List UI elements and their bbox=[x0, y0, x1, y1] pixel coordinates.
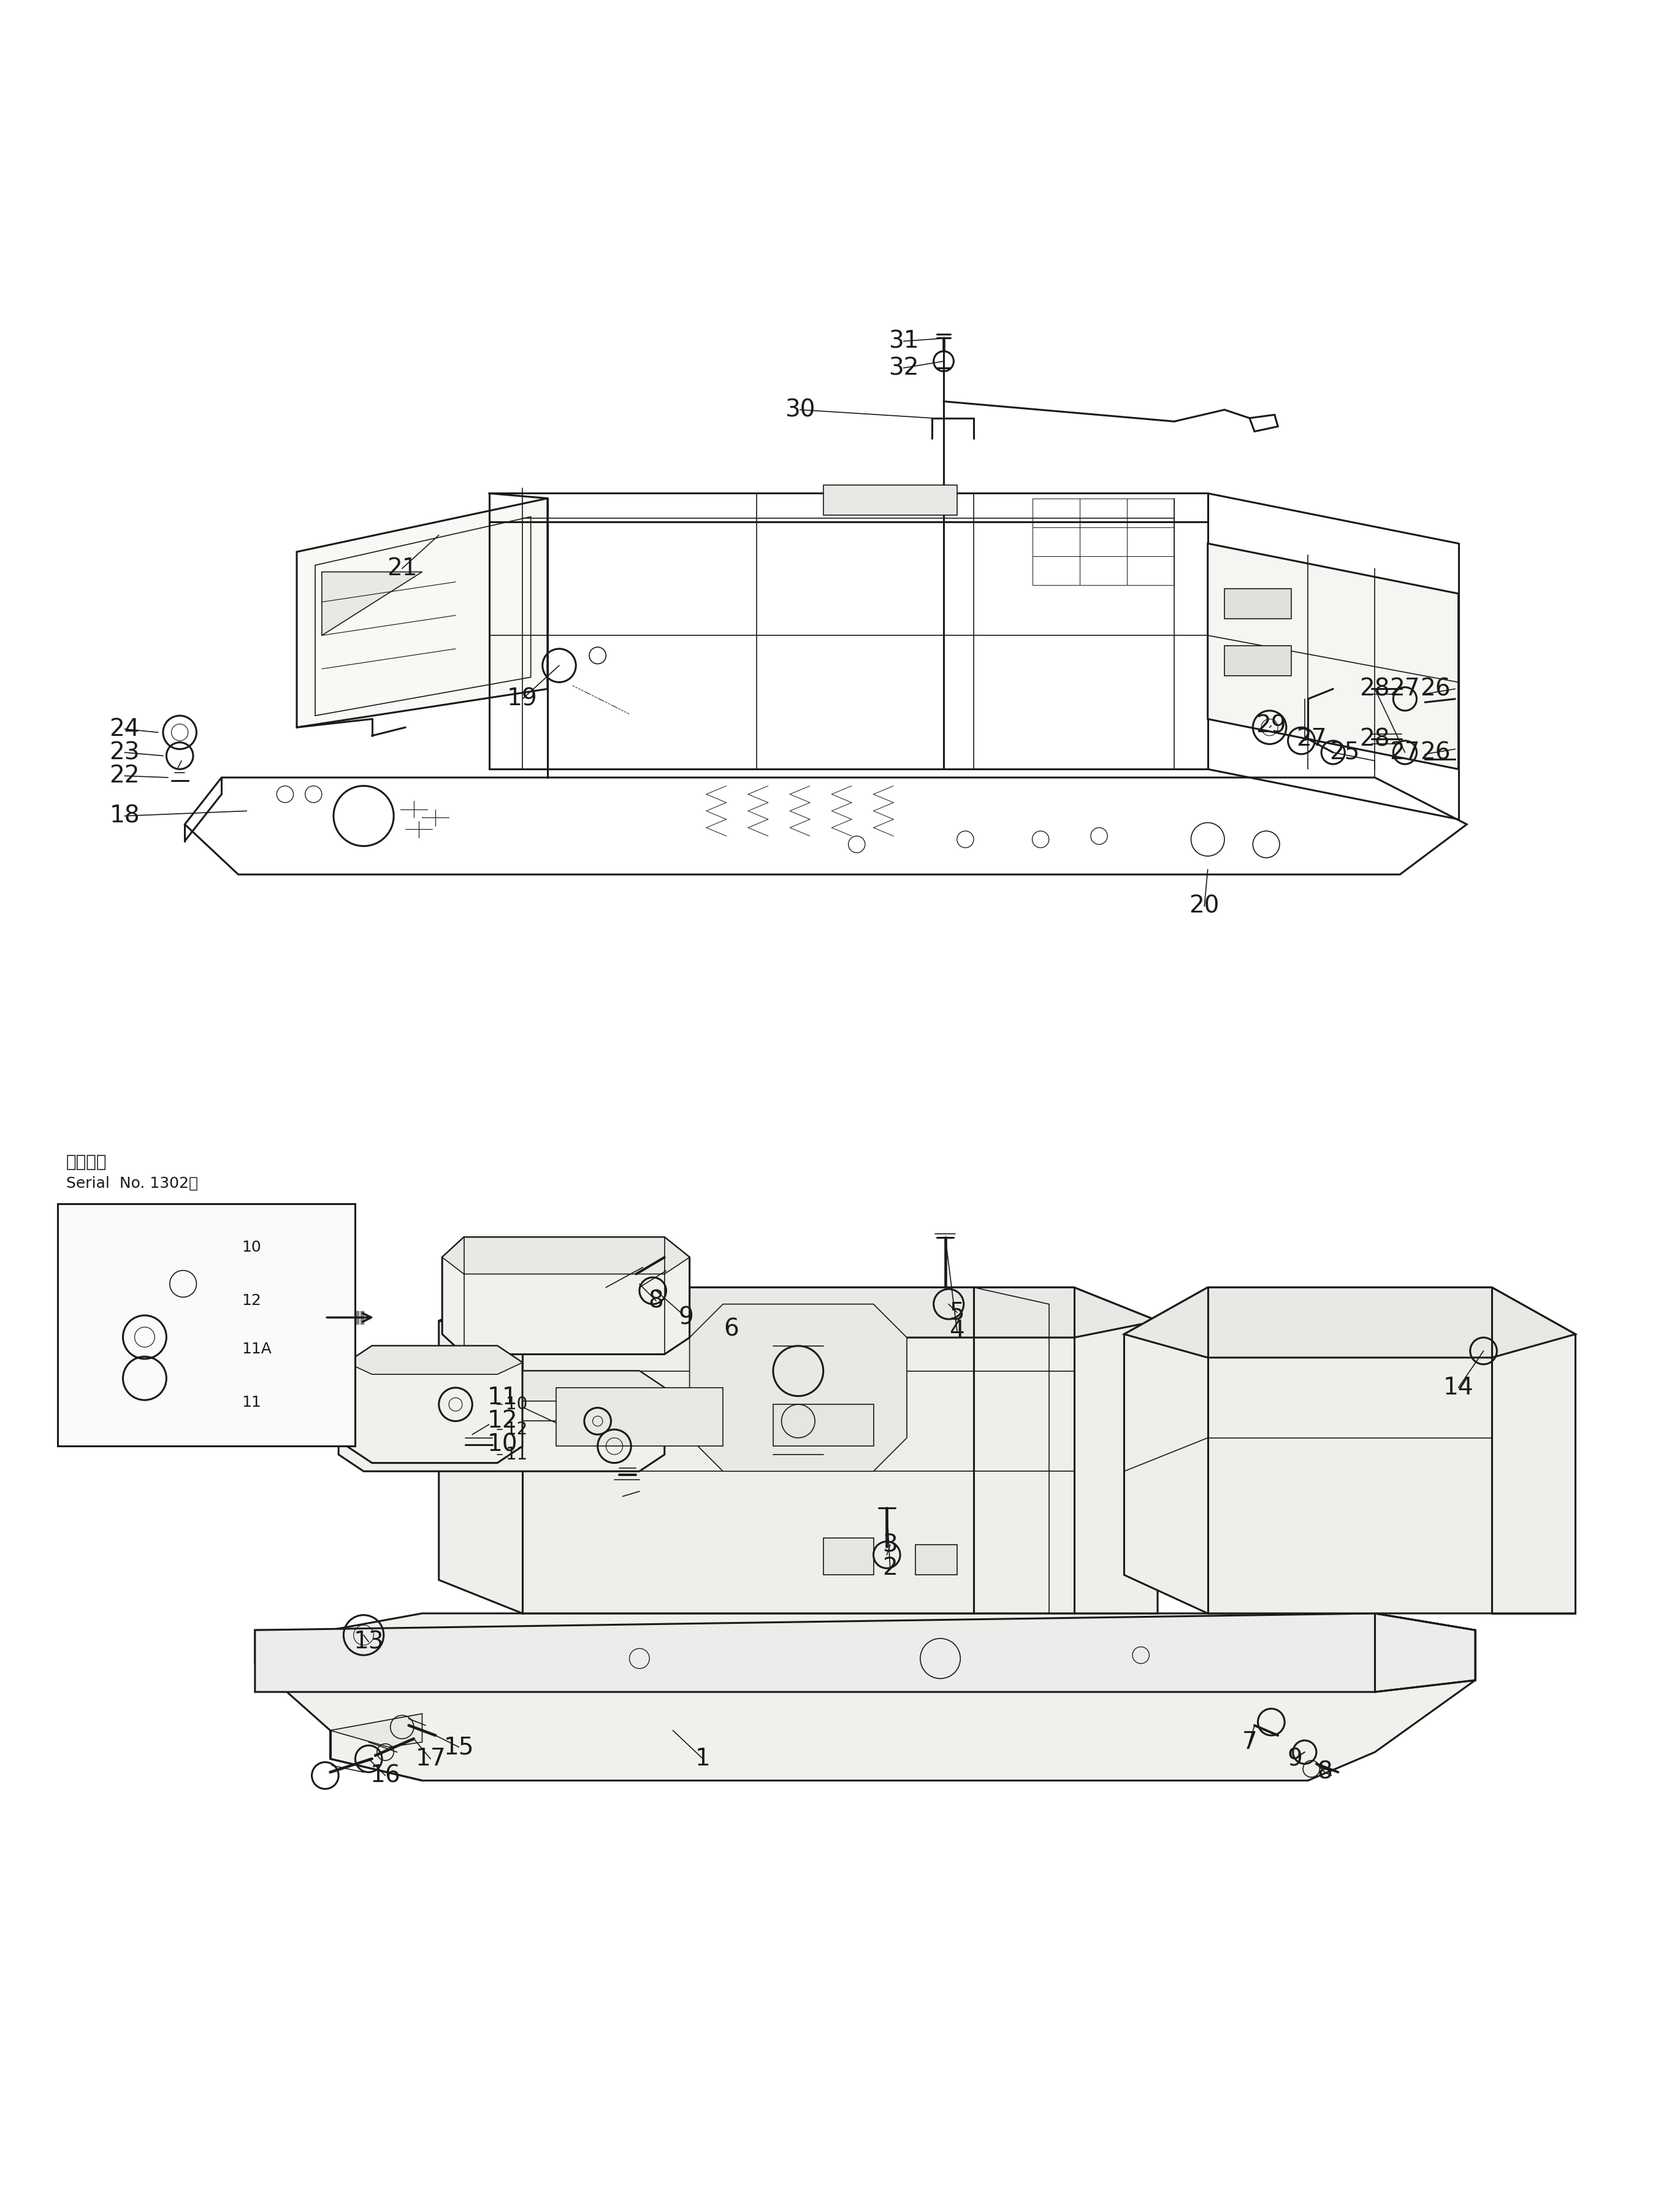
Text: 12: 12 bbox=[506, 1421, 528, 1439]
Polygon shape bbox=[331, 1713, 422, 1748]
Text: 27: 27 bbox=[1389, 678, 1420, 700]
Text: 10: 10 bbox=[487, 1432, 517, 1457]
Bar bbox=[823, 1538, 874, 1576]
Text: 1: 1 bbox=[696, 1748, 711, 1770]
Text: 17: 17 bbox=[415, 1748, 445, 1770]
Polygon shape bbox=[689, 1304, 907, 1472]
Text: 3: 3 bbox=[882, 1534, 897, 1556]
Text: Serial  No. 1302～: Serial No. 1302～ bbox=[66, 1176, 198, 1190]
Polygon shape bbox=[438, 1287, 1158, 1337]
Text: 27: 27 bbox=[1297, 728, 1327, 750]
Polygon shape bbox=[255, 1613, 1475, 1781]
Text: 9: 9 bbox=[679, 1307, 694, 1329]
Text: 21: 21 bbox=[386, 556, 417, 580]
Polygon shape bbox=[1124, 1287, 1576, 1357]
Polygon shape bbox=[346, 1346, 522, 1375]
Bar bbox=[1225, 644, 1292, 675]
Text: 24: 24 bbox=[109, 717, 139, 742]
Bar bbox=[556, 1388, 722, 1446]
Text: 12: 12 bbox=[487, 1410, 517, 1432]
Text: 12: 12 bbox=[242, 1293, 260, 1309]
Text: 5: 5 bbox=[949, 1300, 964, 1324]
Polygon shape bbox=[438, 1287, 1158, 1613]
Text: 28: 28 bbox=[1359, 728, 1389, 750]
Polygon shape bbox=[339, 1371, 665, 1472]
Text: 適用号機: 適用号機 bbox=[66, 1154, 108, 1170]
Text: 14: 14 bbox=[1443, 1375, 1473, 1399]
Polygon shape bbox=[297, 499, 548, 728]
Polygon shape bbox=[1124, 1287, 1576, 1613]
Text: 11: 11 bbox=[487, 1386, 517, 1410]
Text: 13: 13 bbox=[353, 1631, 383, 1653]
Bar bbox=[916, 1545, 958, 1576]
Text: 7: 7 bbox=[1242, 1730, 1257, 1755]
Text: 22: 22 bbox=[109, 764, 139, 788]
Text: 9: 9 bbox=[1287, 1748, 1302, 1770]
Text: 30: 30 bbox=[785, 397, 815, 422]
Text: 18: 18 bbox=[109, 803, 139, 828]
Text: 28: 28 bbox=[1359, 678, 1389, 700]
Polygon shape bbox=[442, 1238, 689, 1355]
Text: 2: 2 bbox=[882, 1556, 897, 1580]
Text: 10: 10 bbox=[506, 1395, 528, 1412]
Polygon shape bbox=[91, 1265, 208, 1300]
Text: 23: 23 bbox=[109, 742, 139, 764]
Text: 16: 16 bbox=[370, 1763, 400, 1788]
Text: 15: 15 bbox=[444, 1735, 474, 1759]
Text: 20: 20 bbox=[1189, 894, 1220, 918]
Text: 25: 25 bbox=[1329, 742, 1359, 764]
Polygon shape bbox=[323, 572, 422, 636]
Text: 8: 8 bbox=[1317, 1761, 1332, 1783]
Text: 4: 4 bbox=[949, 1320, 964, 1342]
Bar bbox=[57, 1203, 354, 1446]
Text: 11: 11 bbox=[242, 1395, 260, 1410]
Text: 29: 29 bbox=[1257, 715, 1287, 737]
Text: 11: 11 bbox=[506, 1446, 528, 1463]
Text: 8: 8 bbox=[648, 1289, 664, 1313]
Polygon shape bbox=[346, 1346, 522, 1463]
Bar bbox=[773, 1404, 874, 1446]
Bar bbox=[1225, 589, 1292, 618]
Polygon shape bbox=[1208, 543, 1458, 770]
Text: 31: 31 bbox=[889, 329, 919, 353]
Text: 19: 19 bbox=[507, 686, 538, 711]
Text: 26: 26 bbox=[1420, 678, 1450, 700]
Text: 6: 6 bbox=[724, 1318, 739, 1342]
Polygon shape bbox=[339, 1371, 665, 1401]
Bar bbox=[823, 486, 958, 514]
Text: 10: 10 bbox=[242, 1240, 260, 1256]
Text: 27: 27 bbox=[1389, 742, 1420, 764]
Polygon shape bbox=[255, 1613, 1475, 1693]
Text: 32: 32 bbox=[889, 355, 919, 380]
Text: 26: 26 bbox=[1420, 742, 1450, 764]
Polygon shape bbox=[442, 1238, 689, 1273]
Text: 11A: 11A bbox=[242, 1342, 272, 1357]
